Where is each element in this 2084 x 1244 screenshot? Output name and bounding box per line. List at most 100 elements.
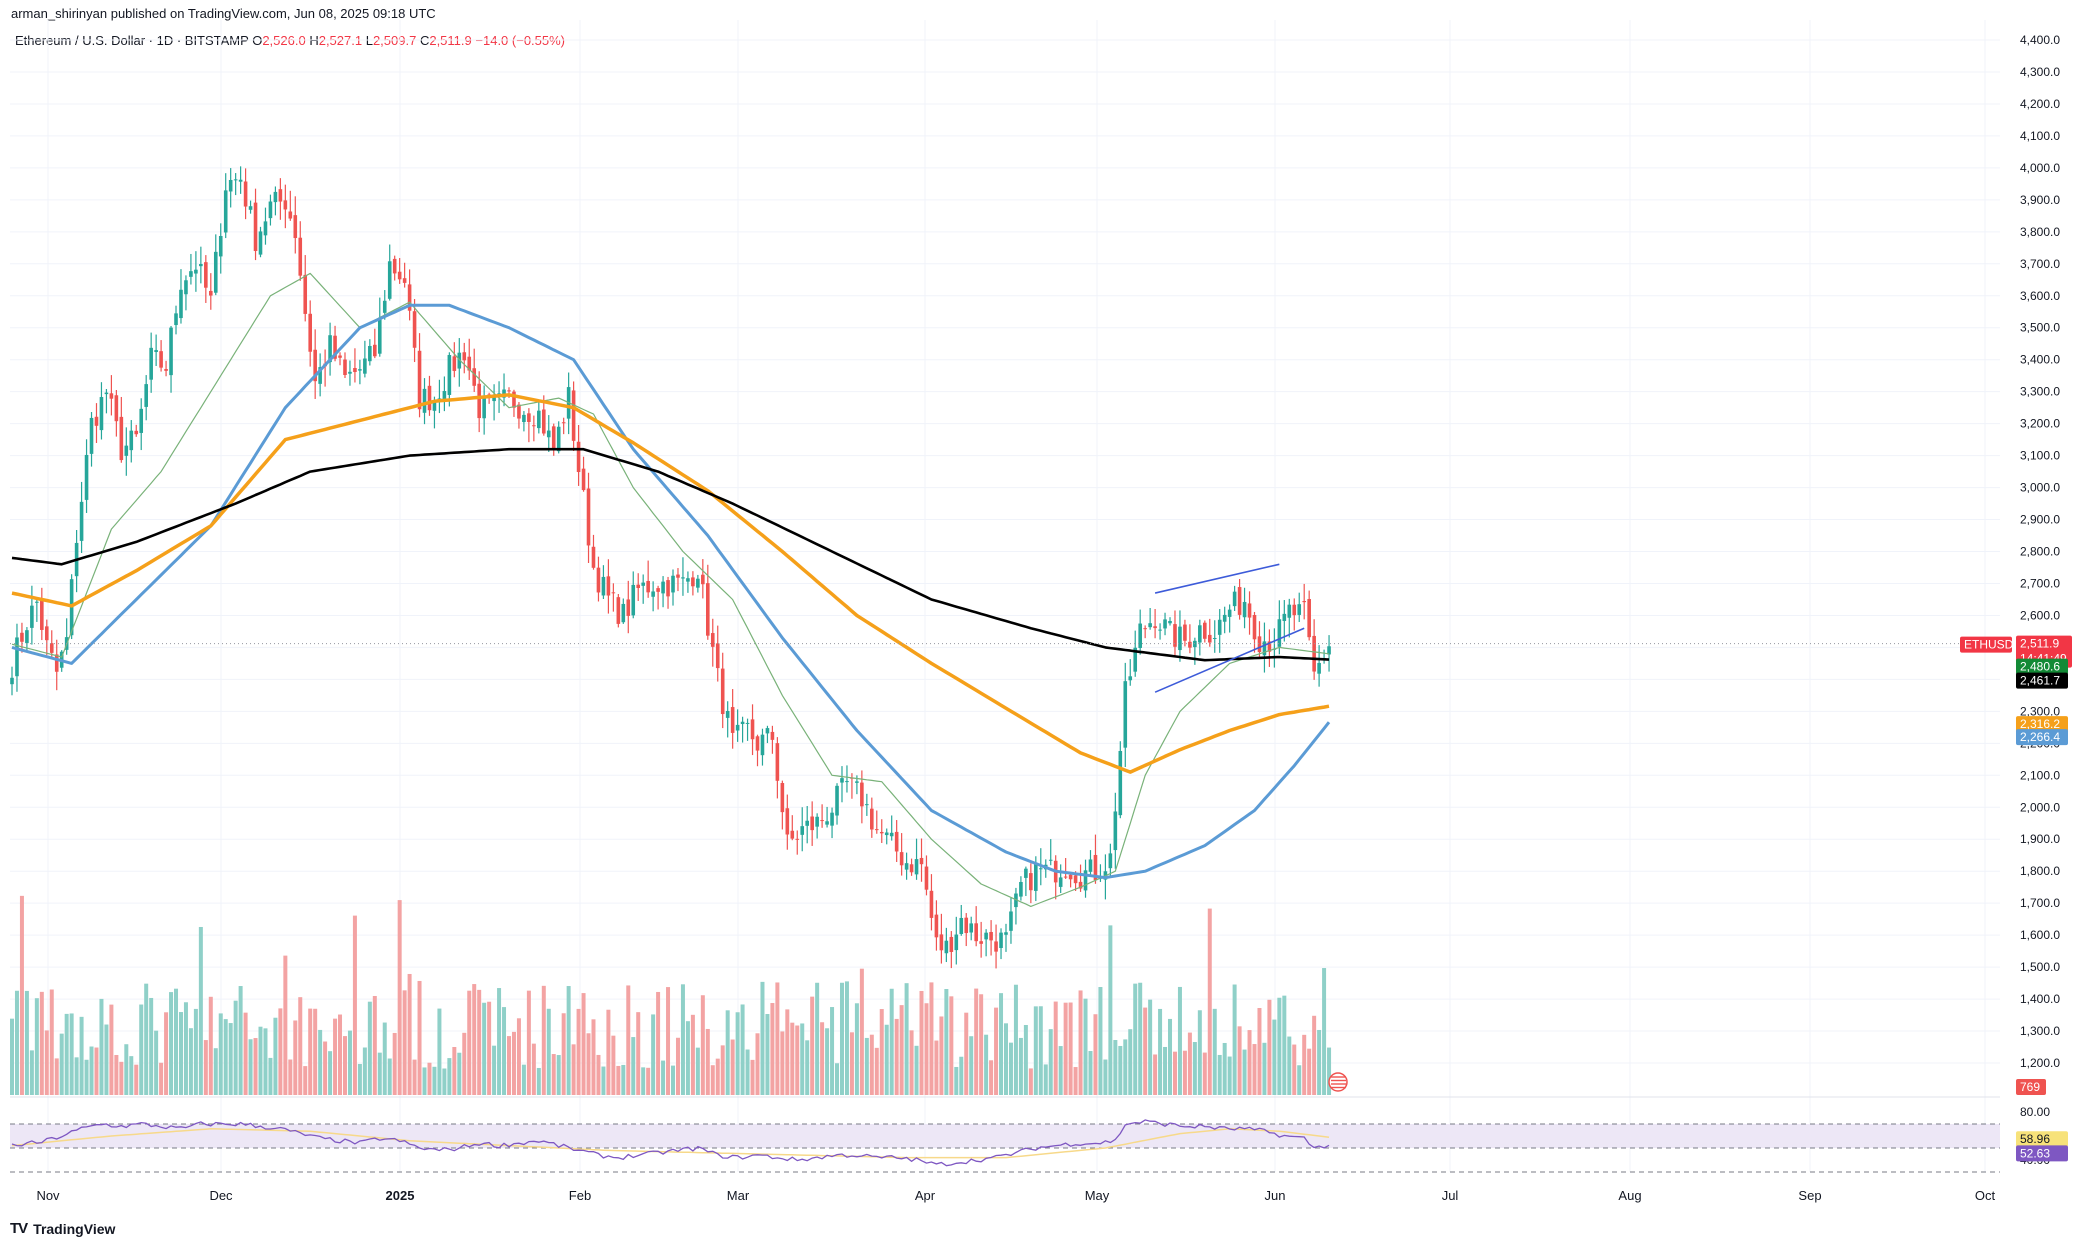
candle-body: [333, 335, 337, 359]
candle-body: [1203, 622, 1207, 639]
volume-bar: [99, 998, 104, 1095]
volume-bar: [402, 990, 407, 1095]
candle-body: [184, 280, 188, 295]
y-tick-label: 1,200.0: [2020, 1056, 2060, 1070]
candle-body: [268, 201, 273, 219]
candle-body: [706, 583, 710, 636]
rsi-ma-value-label: 58.96: [2020, 1132, 2050, 1146]
candle-body: [944, 940, 949, 954]
volume-bar: [1088, 1051, 1093, 1095]
volume-bar: [357, 1063, 362, 1095]
volume-bar: [780, 1031, 785, 1095]
volume-bar: [964, 1012, 969, 1095]
candle-body: [1237, 587, 1242, 615]
candle-body: [10, 677, 14, 685]
candle-body: [656, 588, 660, 592]
candle-body: [621, 603, 626, 623]
volume-bar: [159, 1062, 164, 1095]
blue-ma-label: 2,266.4: [2020, 730, 2060, 744]
volume-bar: [134, 1064, 139, 1095]
volume-bar: [631, 1037, 636, 1095]
candle-body: [1093, 854, 1098, 881]
volume-bar: [119, 1061, 124, 1095]
volume-bar: [19, 895, 24, 1095]
candle-body: [775, 743, 780, 781]
volume-bar: [740, 1004, 745, 1095]
volume-bar: [999, 993, 1004, 1095]
candle-body: [686, 578, 690, 582]
candle-body: [1063, 876, 1068, 878]
candle-body: [293, 215, 298, 239]
volume-bar: [894, 1018, 899, 1095]
volume-bar: [1202, 1052, 1207, 1095]
candle-body: [636, 584, 641, 589]
candle-body: [1133, 647, 1138, 672]
candle-body: [696, 578, 700, 588]
volume-bar: [1227, 1056, 1232, 1095]
candle-body: [387, 261, 392, 299]
rsi-band: [10, 1124, 2000, 1148]
candle-body: [223, 190, 228, 233]
candle-body: [462, 352, 467, 361]
volume-bar: [213, 1048, 218, 1095]
tradingview-logo[interactable]: TV TradingView: [10, 1220, 115, 1237]
candle-body: [1019, 881, 1023, 897]
volume-bar: [1133, 983, 1138, 1095]
candle-body: [994, 941, 998, 952]
candle-body: [755, 736, 760, 751]
y-tick-label: 3,800.0: [2020, 225, 2060, 239]
symbol-badge: ETHUSD: [1964, 638, 2014, 652]
volume-bar: [298, 997, 303, 1095]
volume-bar: [258, 1026, 263, 1095]
volume-bar: [680, 984, 685, 1095]
volume-bar: [581, 993, 586, 1095]
candle-body: [601, 576, 606, 596]
volume-bar: [969, 1036, 974, 1095]
volume-bar: [39, 991, 44, 1095]
candle-body: [1113, 811, 1118, 851]
volume-bar: [959, 1056, 964, 1095]
volume-bar: [24, 990, 29, 1095]
volume-bar: [273, 1017, 278, 1095]
candle-body: [979, 941, 983, 944]
y-tick-label: 3,000.0: [2020, 481, 2060, 495]
candle-body: [392, 258, 397, 274]
candle-body: [865, 804, 869, 806]
volume-bar: [566, 986, 571, 1095]
volume-bar: [591, 1019, 596, 1095]
candle-body: [884, 832, 889, 836]
candle-body: [30, 605, 34, 628]
volume-bar: [755, 1033, 760, 1095]
candle-body: [999, 932, 1003, 949]
candle-body: [84, 454, 89, 500]
volume-bar: [352, 915, 357, 1095]
volume-bar: [1163, 1046, 1168, 1095]
candle-body: [407, 284, 412, 311]
candle-body: [1078, 881, 1083, 889]
candle-body: [44, 626, 49, 641]
y-tick-label: 4,100.0: [2020, 129, 2060, 143]
candle-body: [109, 393, 114, 399]
volume-bar: [407, 973, 412, 1095]
candle-body: [134, 430, 139, 435]
candle-body: [1327, 646, 1331, 655]
y-tick-label: 1,600.0: [2020, 928, 2060, 942]
candle-body: [904, 863, 909, 870]
candle-body: [606, 576, 611, 596]
candle-body: [482, 395, 486, 419]
candle-body: [681, 577, 685, 579]
volume-bar: [770, 1003, 775, 1095]
volume-bar: [1317, 1029, 1322, 1095]
y-tick-label: 1,400.0: [2020, 992, 2060, 1006]
volume-bar: [1068, 1002, 1073, 1095]
volume-bar: [318, 1029, 323, 1095]
x-tick-label: Apr: [915, 1188, 936, 1203]
volume-bar: [243, 1012, 248, 1095]
candle-body: [571, 390, 576, 441]
candle-body: [735, 724, 740, 731]
volume-bar: [1078, 990, 1083, 1095]
candle-body: [581, 468, 586, 491]
volume-bar: [775, 982, 780, 1095]
volume-bar: [1053, 1001, 1058, 1095]
